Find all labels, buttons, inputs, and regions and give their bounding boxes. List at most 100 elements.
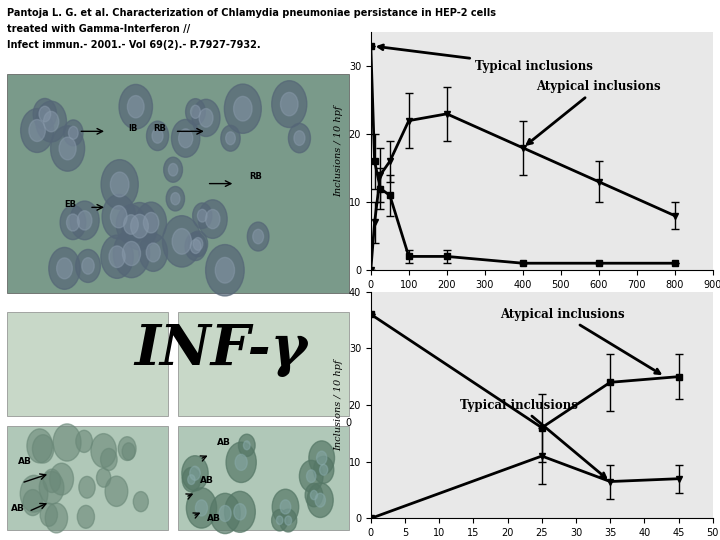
Circle shape [234, 504, 246, 520]
Circle shape [101, 448, 117, 470]
Circle shape [146, 121, 168, 151]
Circle shape [57, 258, 72, 279]
FancyBboxPatch shape [7, 426, 168, 530]
Circle shape [310, 490, 318, 500]
Circle shape [76, 249, 100, 282]
X-axis label: IFN-gamma, U/ml: IFN-gamma, U/ml [490, 295, 593, 305]
Circle shape [39, 106, 50, 122]
Text: RB: RB [153, 124, 166, 133]
Circle shape [225, 491, 256, 532]
Circle shape [243, 441, 250, 450]
Circle shape [206, 245, 244, 296]
Circle shape [320, 464, 328, 475]
Circle shape [276, 516, 283, 524]
Text: AB: AB [18, 457, 32, 466]
Circle shape [179, 129, 193, 148]
Circle shape [315, 493, 325, 507]
Circle shape [309, 441, 335, 475]
Text: AB: AB [207, 514, 220, 523]
Circle shape [182, 456, 208, 491]
Circle shape [133, 491, 148, 512]
Circle shape [102, 194, 135, 239]
Circle shape [143, 212, 159, 233]
Circle shape [190, 466, 200, 480]
Circle shape [192, 99, 220, 137]
Circle shape [110, 206, 127, 228]
Circle shape [199, 109, 213, 127]
Circle shape [307, 470, 316, 482]
Circle shape [215, 258, 235, 283]
Circle shape [168, 164, 178, 176]
Circle shape [82, 258, 94, 274]
Circle shape [117, 205, 145, 244]
Circle shape [68, 126, 78, 139]
Circle shape [20, 475, 48, 512]
Circle shape [66, 214, 79, 231]
Circle shape [33, 98, 56, 130]
Circle shape [247, 222, 269, 251]
Circle shape [188, 475, 195, 484]
Text: RB: RB [249, 172, 262, 181]
Circle shape [197, 210, 207, 222]
Circle shape [139, 233, 168, 272]
Circle shape [221, 125, 240, 151]
Circle shape [50, 463, 73, 495]
Circle shape [60, 205, 86, 240]
Circle shape [78, 211, 92, 230]
Circle shape [182, 468, 201, 492]
Circle shape [119, 84, 153, 129]
Text: AB: AB [199, 476, 213, 485]
Text: Infect immun.- 2001.- Vol 69(2).- P.7927-7932.: Infect immun.- 2001.- Vol 69(2).- P.7927… [7, 40, 261, 51]
Circle shape [40, 503, 58, 526]
FancyBboxPatch shape [179, 426, 349, 530]
Circle shape [32, 435, 54, 463]
Circle shape [50, 126, 85, 171]
Circle shape [285, 516, 292, 525]
Circle shape [29, 119, 45, 141]
Circle shape [135, 202, 166, 244]
Circle shape [76, 430, 92, 453]
Text: EB: EB [64, 200, 76, 210]
Circle shape [210, 494, 240, 534]
Text: Pantoja L. G. et al. Characterization of Chlamydia pneumoniae persistance in HEP: Pantoja L. G. et al. Characterization of… [7, 8, 496, 18]
Text: IB: IB [128, 124, 138, 133]
Circle shape [271, 80, 307, 127]
Circle shape [238, 434, 255, 456]
Circle shape [171, 193, 180, 205]
Circle shape [152, 129, 163, 143]
Circle shape [195, 500, 207, 516]
Circle shape [294, 131, 305, 145]
Circle shape [225, 84, 261, 133]
Circle shape [166, 186, 184, 211]
Circle shape [110, 172, 129, 197]
Circle shape [198, 200, 228, 238]
Circle shape [193, 203, 212, 228]
Circle shape [317, 451, 327, 465]
Circle shape [127, 96, 144, 118]
Circle shape [205, 210, 220, 229]
Circle shape [59, 137, 76, 160]
Circle shape [219, 505, 231, 522]
Circle shape [124, 215, 138, 234]
Circle shape [101, 160, 138, 210]
Circle shape [45, 503, 68, 533]
Circle shape [63, 120, 83, 146]
Circle shape [279, 509, 297, 532]
Circle shape [122, 443, 135, 460]
Circle shape [70, 201, 99, 240]
Circle shape [172, 228, 192, 254]
Circle shape [235, 454, 247, 470]
FancyBboxPatch shape [7, 312, 168, 416]
Circle shape [122, 241, 140, 266]
Circle shape [281, 92, 298, 116]
Circle shape [225, 132, 235, 145]
Circle shape [171, 119, 200, 157]
Circle shape [271, 510, 288, 531]
Circle shape [300, 460, 323, 492]
Circle shape [253, 230, 264, 244]
Circle shape [307, 483, 333, 517]
Text: INF-γ: INF-γ [135, 322, 307, 377]
Y-axis label: Inclusions / 10 hpf: Inclusions / 10 hpf [334, 359, 343, 451]
Circle shape [49, 247, 80, 289]
Circle shape [101, 235, 133, 278]
